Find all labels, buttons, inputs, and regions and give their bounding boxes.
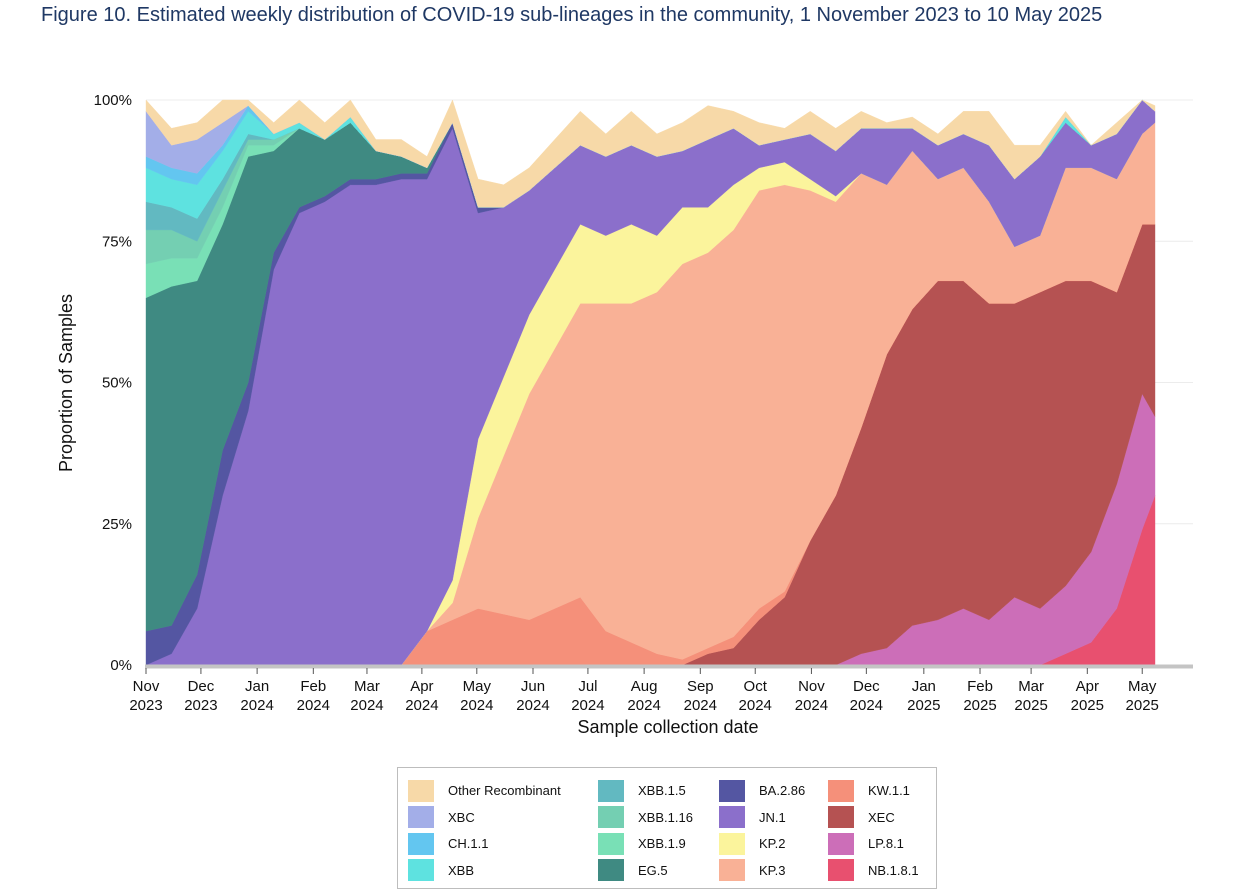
legend-item-xbb-1-16: XBB.1.16 [598, 805, 693, 830]
legend-label-xec: XEC [868, 809, 895, 825]
x-tick-month-2: Jan [245, 678, 269, 695]
x-tick-year-15: 2025 [963, 697, 996, 714]
legend-label-lp-8-1: LP.8.1 [868, 836, 904, 851]
legend-item-eg-5: EG.5 [598, 858, 668, 883]
legend-swatch-ch-1-1 [408, 832, 434, 855]
x-tick-month-6: May [463, 678, 492, 695]
x-tick-year-3: 2024 [297, 697, 330, 714]
legend-item-nb-1-8-1: NB.1.8.1 [828, 858, 919, 883]
legend-label-eg-5: EG.5 [638, 862, 668, 878]
y-tick-label-2: 50% [102, 375, 132, 392]
legend-swatch-nb-1-8-1 [828, 859, 854, 881]
x-tick-year-10: 2024 [684, 697, 717, 714]
y-tick-label-1: 25% [102, 516, 132, 533]
legend-swatch-kp-3 [719, 859, 745, 881]
y-tick-label-0: 0% [110, 657, 132, 674]
area-other-recombinant [145, 99, 1156, 208]
legend-item-ch-1-1: CH.1.1 [408, 831, 488, 856]
x-tick-month-3: Feb [300, 678, 326, 695]
y-tick-label-4: 100% [94, 92, 132, 109]
x-tick-month-15: Feb [967, 678, 993, 695]
x-tick-year-0: 2023 [129, 697, 162, 714]
stacked-area-chart: 0% 25% 50% 75% 100% Nov 2023 Dec 2023 Jan 2024 Feb 2… [56, 92, 1193, 737]
x-tick-year-11: 2024 [739, 697, 772, 714]
x-tick-year-1: 2023 [184, 697, 217, 714]
x-tick-month-7: Jun [521, 678, 545, 695]
legend-swatch-xbb-1-5 [598, 779, 624, 802]
x-tick-year-13: 2024 [850, 697, 883, 714]
legend-label-xbb-1-16: XBB.1.16 [638, 809, 693, 825]
x-tick-year-4: 2024 [350, 697, 383, 714]
x-tick-month-0: Nov [133, 678, 160, 695]
legend-item-xec: XEC [828, 805, 895, 830]
legend-label-nb-1-8-1: NB.1.8.1 [868, 862, 919, 878]
legend-label-other-recombinant: Other Recombinant [448, 783, 561, 798]
legend-swatch-ba-2-86 [719, 779, 745, 802]
x-tick-month-13: Dec [853, 678, 880, 695]
x-tick-year-14: 2025 [907, 697, 940, 714]
legend-swatch-other-recombinant [408, 779, 434, 802]
legend-label-ch-1-1: CH.1.1 [448, 836, 489, 851]
x-tick-month-9: Aug [631, 678, 658, 695]
x-tick-year-5: 2024 [405, 697, 438, 714]
legend-swatch-xbc [408, 806, 434, 828]
x-tick-month-8: Jul [578, 678, 597, 695]
axes: 0% 25% 50% 75% 100% Nov 2023 Dec 2023 Jan 2024 Feb 2… [94, 92, 1193, 714]
legend-label-kp-2: KP.2 [759, 836, 786, 851]
legend-label-xbb-1-9: XBB.1.9 [638, 836, 686, 851]
series-areas [145, 99, 1156, 666]
legend-swatch-kp-2 [719, 832, 745, 855]
x-tick-month-12: Nov [798, 678, 825, 695]
legend-item-xbb-1-5: XBB.1.5 [598, 778, 686, 803]
x-tick-month-16: Mar [1018, 678, 1044, 695]
x-tick-year-7: 2024 [516, 697, 549, 714]
legend-swatch-xbb [408, 859, 434, 881]
legend-item-kw-1-1: KW.1.1 [828, 778, 910, 803]
legend-swatch-xbb-1-16 [598, 806, 624, 828]
x-tick-year-18: 2025 [1126, 697, 1159, 714]
legend-label-jn-1: JN.1 [759, 809, 786, 825]
legend-item-xbb-1-9: XBB.1.9 [598, 831, 686, 856]
legend-item-kp-3: KP.3 [719, 858, 786, 883]
legend-label-xbb: XBB [448, 862, 475, 878]
legend-label-xbc: XBC [448, 809, 475, 825]
legend-swatch-xbb-1-9 [598, 832, 624, 855]
legend-swatch-jn-1 [719, 806, 745, 828]
x-tick-year-12: 2024 [795, 697, 828, 714]
x-tick-month-1: Dec [188, 678, 215, 695]
legend: Other Recombinant XBC CH.1.1 XBB XBB.1.5 XBB.… [397, 767, 937, 889]
legend-item-xbc: XBC [408, 805, 475, 830]
x-tick-year-16: 2025 [1014, 697, 1047, 714]
legend-item-kp-2: KP.2 [719, 831, 786, 856]
legend-swatch-kw-1-1 [828, 779, 854, 802]
legend-item-other-recombinant: Other Recombinant [408, 778, 561, 803]
x-tick-month-11: Oct [744, 678, 768, 695]
chart-title: Figure 10. Estimated weekly distribution… [41, 4, 1103, 26]
x-tick-year-2: 2024 [240, 697, 273, 714]
legend-label-xbb-1-5: XBB.1.5 [638, 783, 686, 798]
legend-swatch-eg-5 [598, 859, 624, 881]
legend-item-jn-1: JN.1 [719, 805, 786, 830]
legend-swatch-xec [828, 806, 854, 828]
legend-swatch-lp-8-1 [828, 832, 854, 855]
x-tick-year-6: 2024 [460, 697, 493, 714]
x-tick-month-18: May [1128, 678, 1157, 695]
legend-label-kp-3: KP.3 [759, 862, 786, 878]
legend-item-xbb: XBB [408, 858, 474, 883]
x-tick-month-4: Mar [354, 678, 380, 695]
x-tick-month-5: Apr [410, 678, 433, 695]
x-tick-year-17: 2025 [1071, 697, 1104, 714]
legend-label-kw-1-1: KW.1.1 [868, 783, 910, 798]
y-axis-title: Proportion of Samples [56, 294, 76, 472]
x-tick-year-8: 2024 [571, 697, 604, 714]
legend-item-lp-8-1: LP.8.1 [828, 831, 904, 856]
x-tick-month-17: Apr [1076, 678, 1099, 695]
x-tick-month-14: Jan [912, 678, 936, 695]
legend-label-ba-2-86: BA.2.86 [759, 783, 806, 798]
x-axis-title: Sample collection date [577, 717, 758, 737]
x-tick-month-10: Sep [687, 678, 714, 695]
y-tick-label-3: 75% [102, 233, 132, 250]
x-tick-year-9: 2024 [627, 697, 660, 714]
legend-item-ba-2-86: BA.2.86 [719, 778, 805, 803]
